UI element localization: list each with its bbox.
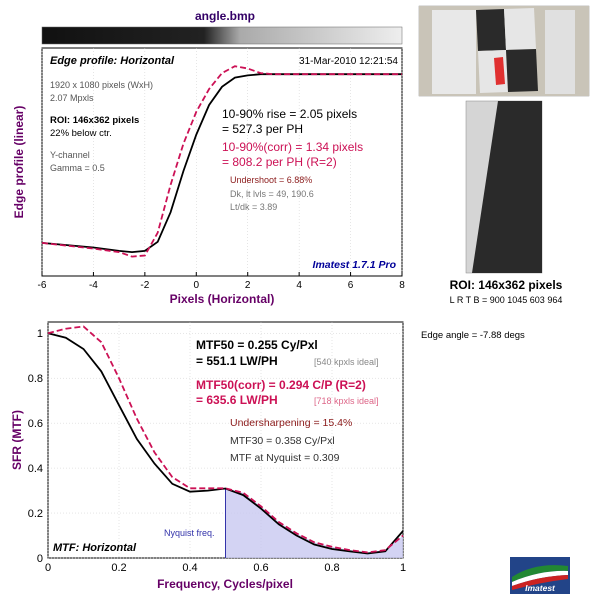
imatest-logo: Imatest (510, 557, 570, 594)
nyquist-value-text: MTF at Nyquist = 0.309 (230, 452, 340, 464)
undersharpening-text: Undersharpening = 15.4% (230, 417, 352, 429)
channel-line-2: Gamma = 0.5 (50, 163, 105, 173)
mtf-xtick-label: 0.4 (182, 562, 197, 574)
brand-text: Imatest 1.7.1 Pro (313, 259, 397, 271)
nyquist-label: Nyquist freq. (164, 528, 215, 538)
edge-xtick-label: 2 (245, 280, 251, 291)
mtf50-corr-line-1: MTF50(corr) = 0.294 C/P (R=2) (196, 378, 366, 392)
mtf-ytick-label: 0.2 (28, 508, 43, 520)
edge-xtick-label: 6 (348, 280, 354, 291)
roi-coords: L R T B = 900 1045 603 964 (450, 295, 563, 305)
rise-corr-line-1: 10-90%(corr) = 1.34 pixels (222, 140, 363, 154)
mtf-xlabel: Frequency, Cycles/pixel (157, 577, 293, 591)
edge-angle: Edge angle = -7.88 degs (421, 330, 525, 341)
file-title: angle.bmp (195, 9, 255, 23)
mtf-line (47, 332, 404, 555)
edge-xtick-label: 8 (399, 280, 405, 291)
mtf-corrected-line (47, 325, 404, 554)
edge-xlabel: Pixels (Horizontal) (170, 292, 275, 306)
mtf-panel-title: MTF: Horizontal (53, 542, 137, 554)
mtf-xtick-label: 0 (45, 562, 51, 574)
undershoot-text: Undershoot = 6.88% (230, 175, 312, 185)
mtf-ytick-label: 0.4 (28, 463, 43, 475)
info-line-1: 1920 x 1080 pixels (WxH) (50, 80, 153, 90)
edge-timestamp: 31-Mar-2010 12:21:54 (299, 56, 398, 67)
mtf-ytick-label: 0.6 (28, 418, 43, 430)
logo-text: Imatest (525, 583, 556, 593)
rise-corr-line-2: = 808.2 per PH (R=2) (222, 155, 337, 169)
channel-line-1: Y-channel (50, 150, 90, 160)
edge-profile-corrected-line (41, 65, 402, 258)
mtf-ylabel: SFR (MTF) (10, 410, 24, 470)
mtf-ytick-label: 0.8 (28, 373, 43, 385)
mtf-xtick-label: 0.6 (253, 562, 268, 574)
edge-strip (41, 26, 403, 45)
mtf30-text: MTF30 = 0.358 Cy/Pxl (230, 435, 335, 447)
roi-title: ROI: 146x362 pixels (450, 278, 563, 292)
edge-xtick-label: -6 (38, 280, 47, 291)
mtf-xtick-label: 0.2 (111, 562, 126, 574)
edge-xtick-label: 4 (296, 280, 302, 291)
nyquist-region (225, 488, 403, 558)
mtf-ytick-label: 0 (37, 553, 43, 565)
mtf50-corr-ideal: [718 kpxls ideal] (314, 396, 379, 406)
mtf-xtick-label: 0.8 (324, 562, 339, 574)
levels-line-1: Dk, lt lvls = 49, 190.6 (230, 189, 314, 199)
edge-xtick-label: 0 (194, 280, 200, 291)
chart-thumbnail (418, 5, 590, 97)
mtf-ytick-label: 1 (37, 328, 43, 340)
levels-line-2: Lt/dk = 3.89 (230, 202, 277, 212)
mtf50-line-2: = 551.1 LW/PH (196, 354, 278, 368)
mtf-xtick-label: 1 (400, 562, 406, 574)
roi-image (465, 100, 543, 274)
mtf50-corr-line-2: = 635.6 LW/PH (196, 393, 278, 407)
info-line-2: 2.07 Mpxls (50, 93, 94, 103)
mtf-plot: 0 0.2 0.4 0.6 0.8 1 0 0.2 0.4 0.6 0.8 1 MTF50 = 0.2… (10, 321, 406, 591)
edge-ylabel: Edge profile (linear) (12, 106, 26, 219)
edge-panel-title: Edge profile: Horizontal (50, 55, 175, 67)
rise-line-2: = 527.3 per PH (222, 122, 303, 136)
edge-xtick-label: -4 (89, 280, 98, 291)
rise-line-1: 10-90% rise = 2.05 pixels (222, 107, 357, 121)
roi-line-2: 22% below ctr. (50, 128, 112, 139)
mtf50-line-1: MTF50 = 0.255 Cy/Pxl (196, 338, 318, 352)
edge-xtick-label: -2 (140, 280, 149, 291)
edge-profile-plot: -6 -4 -2 0 2 4 6 8 Edge profile: Horizontal 31-… (12, 47, 405, 306)
roi-line-1: ROI: 146x362 pixels (50, 115, 139, 126)
mtf50-ideal: [540 kpxls ideal] (314, 357, 379, 367)
